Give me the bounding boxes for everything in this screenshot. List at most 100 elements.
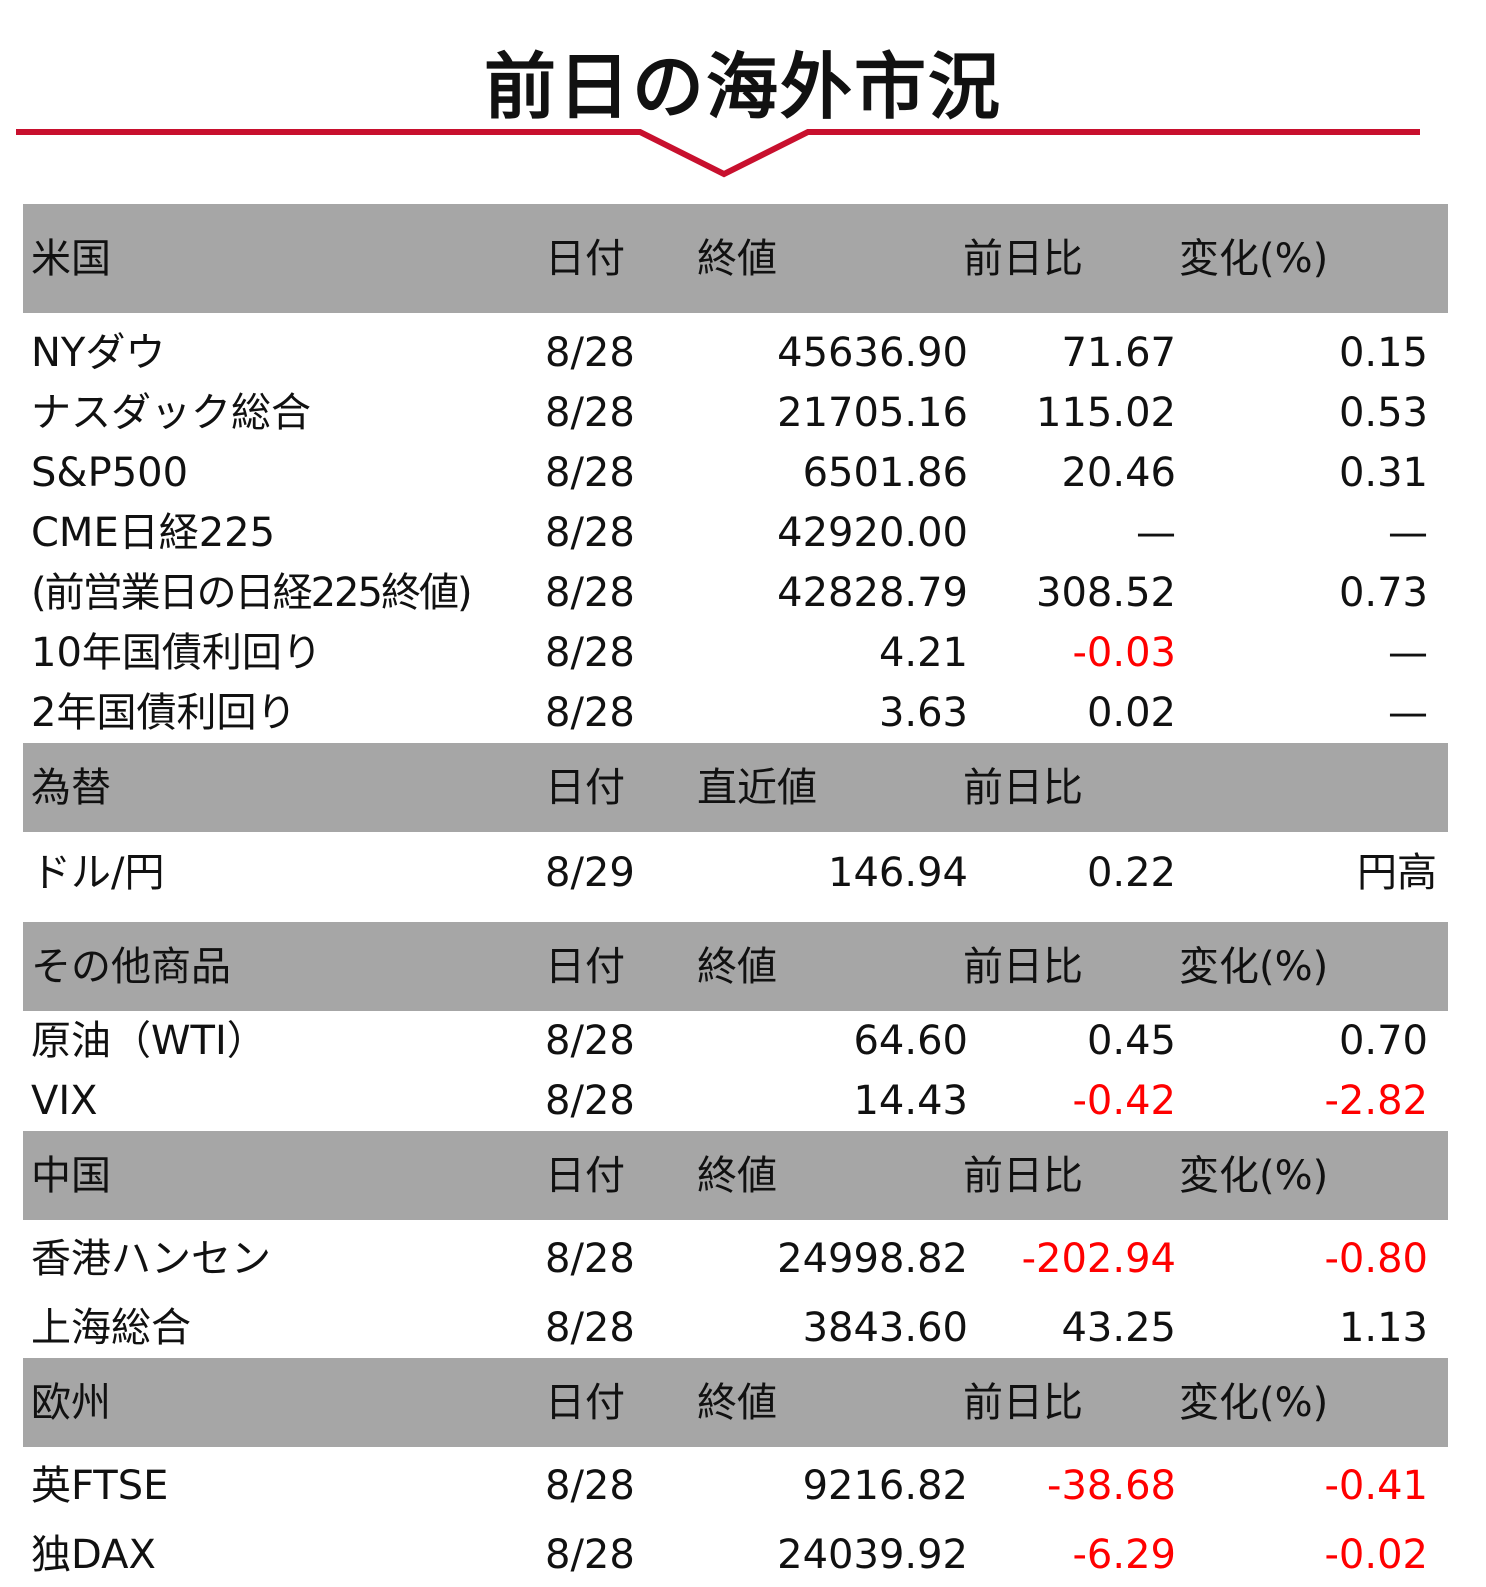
page-title: 前日の海外市況 (483, 45, 1002, 129)
col-date-header: 日付 (545, 1152, 625, 1199)
table-row: 原油（WTI） 8/28 64.60 0.45 0.70 (23, 1011, 1448, 1071)
date: 8/28 (545, 450, 635, 496)
close-value: 24998.82 (777, 1236, 968, 1282)
date: 8/28 (545, 330, 635, 376)
col-pct-header: 変化(%) (1179, 235, 1329, 282)
table-row: 10年国債利回り 8/28 4.21 -0.03 — (23, 623, 1448, 683)
date: 8/29 (545, 850, 635, 896)
date: 8/28 (545, 630, 635, 676)
pct-value: 0.70 (1338, 1018, 1428, 1064)
section-header-fx: 為替 日付 直近値 前日比 (23, 743, 1448, 832)
col-latest-header: 直近値 (697, 764, 817, 811)
date: 8/28 (545, 1078, 635, 1124)
change-value: 115.02 (1036, 390, 1176, 436)
col-date-header: 日付 (545, 943, 625, 990)
title-underline-chevron (16, 129, 1420, 178)
table-row: VIX 8/28 14.43 -0.42 -2.82 (23, 1071, 1448, 1131)
table-row: 独DAX 8/28 24039.92 -6.29 -0.02 (23, 1525, 1448, 1585)
change-value: -38.68 (1047, 1463, 1176, 1509)
date: 8/28 (545, 1018, 635, 1064)
instrument-name: ドル/円 (31, 850, 165, 896)
date: 8/28 (545, 390, 635, 436)
col-close-header: 終値 (697, 943, 777, 990)
table-row: ナスダック総合 8/28 21705.16 115.02 0.53 (23, 383, 1448, 443)
col-change-header: 前日比 (963, 235, 1083, 282)
instrument-name: 香港ハンセン (31, 1236, 271, 1282)
change-value: -0.03 (1072, 630, 1177, 676)
instrument-name: CME日経225 (31, 510, 276, 556)
section-label: 欧州 (31, 1379, 111, 1426)
close-value: 14.43 (853, 1078, 968, 1124)
col-pct-header: 変化(%) (1179, 1152, 1329, 1199)
section-label: 中国 (31, 1152, 111, 1199)
change-value: 308.52 (1036, 570, 1176, 616)
instrument-name: 2年国債利回り (31, 690, 297, 736)
close-value: 3.63 (878, 690, 968, 736)
pct-value: -0.80 (1324, 1236, 1429, 1282)
instrument-name: 独DAX (31, 1532, 156, 1578)
change-value: 0.22 (1086, 850, 1176, 896)
date: 8/28 (545, 1532, 635, 1578)
table-row: 香港ハンセン 8/28 24998.82 -202.94 -0.80 (23, 1220, 1448, 1298)
section-header-us: 米国 日付 終値 前日比 変化(%) (23, 204, 1448, 313)
direction-note: 円高 (1357, 850, 1437, 896)
change-value: -202.94 (1021, 1236, 1176, 1282)
date: 8/28 (545, 1305, 635, 1351)
instrument-name: 英FTSE (31, 1463, 169, 1509)
pct-value: 0.15 (1338, 330, 1428, 376)
pct-value: — (1388, 630, 1428, 676)
close-value: 45636.90 (777, 330, 968, 376)
section-label: その他商品 (31, 943, 231, 990)
col-close-header: 終値 (697, 1379, 777, 1426)
instrument-name: 上海総合 (31, 1305, 191, 1351)
market-table: 米国 日付 終値 前日比 変化(%) NYダウ 8/28 45636.90 71… (23, 204, 1448, 1585)
change-value: 20.46 (1061, 450, 1176, 496)
pct-value: 0.31 (1338, 450, 1428, 496)
change-value: — (1136, 510, 1176, 556)
date: 8/28 (545, 570, 635, 616)
instrument-name: 10年国債利回り (31, 630, 322, 676)
col-date-header: 日付 (545, 1379, 625, 1426)
table-row: (前営業日の日経225終値) 8/28 42828.79 308.52 0.73 (23, 563, 1448, 623)
close-value: 64.60 (853, 1018, 968, 1064)
date: 8/28 (545, 690, 635, 736)
pct-value: 1.13 (1338, 1305, 1428, 1351)
section-label: 米国 (31, 235, 111, 282)
latest-value: 146.94 (828, 850, 968, 896)
section-header-china: 中国 日付 終値 前日比 変化(%) (23, 1131, 1448, 1220)
instrument-name: ナスダック総合 (31, 390, 311, 436)
instrument-name: S&P500 (31, 450, 189, 496)
close-value: 4.21 (878, 630, 968, 676)
col-date-header: 日付 (545, 235, 625, 282)
change-value: 71.67 (1061, 330, 1176, 376)
col-pct-header: 変化(%) (1179, 1379, 1329, 1426)
close-value: 42920.00 (777, 510, 968, 556)
col-date-header: 日付 (545, 764, 625, 811)
date: 8/28 (545, 510, 635, 556)
change-value: -6.29 (1072, 1532, 1177, 1578)
instrument-name: VIX (31, 1078, 98, 1124)
table-row: 英FTSE 8/28 9216.82 -38.68 -0.41 (23, 1447, 1448, 1525)
pct-value: -0.41 (1324, 1463, 1429, 1509)
col-pct-header: 変化(%) (1179, 943, 1329, 990)
section-header-commodities: その他商品 日付 終値 前日比 変化(%) (23, 922, 1448, 1011)
col-change-header: 前日比 (963, 1152, 1083, 1199)
col-change-header: 前日比 (963, 943, 1083, 990)
instrument-name: NYダウ (31, 330, 166, 376)
pct-value: 0.73 (1338, 570, 1428, 616)
table-row: NYダウ 8/28 45636.90 71.67 0.15 (23, 323, 1448, 383)
table-row: 2年国債利回り 8/28 3.63 0.02 — (23, 683, 1448, 743)
instrument-name: 原油（WTI） (31, 1018, 267, 1064)
pct-value: — (1388, 690, 1428, 736)
date: 8/28 (545, 1236, 635, 1282)
pct-value: 0.53 (1338, 390, 1428, 436)
table-row: S&P500 8/28 6501.86 20.46 0.31 (23, 443, 1448, 503)
col-close-header: 終値 (697, 235, 777, 282)
close-value: 3843.60 (802, 1305, 968, 1351)
section-header-europe: 欧州 日付 終値 前日比 変化(%) (23, 1358, 1448, 1447)
col-close-header: 終値 (697, 1152, 777, 1199)
close-value: 9216.82 (802, 1463, 968, 1509)
change-value: 43.25 (1061, 1305, 1176, 1351)
instrument-name: (前営業日の日経225終値) (31, 570, 473, 616)
change-value: 0.45 (1086, 1018, 1176, 1064)
